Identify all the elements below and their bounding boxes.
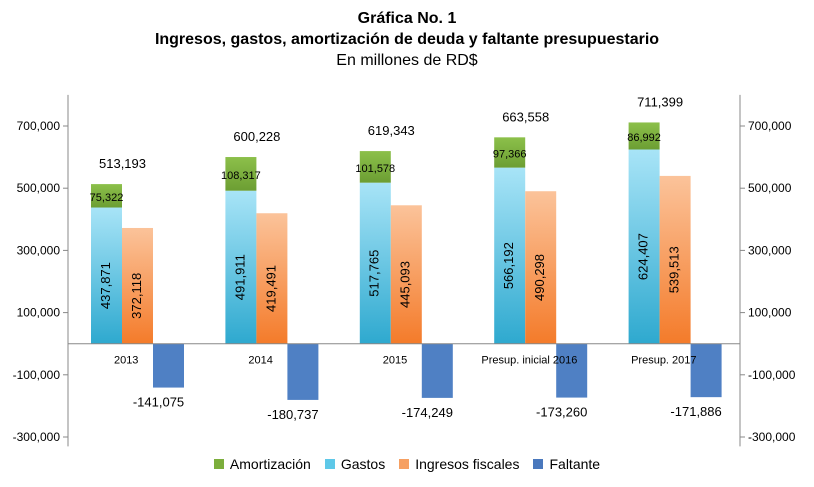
chart-units: En millones de RD$ <box>336 52 478 69</box>
y-tick-label-left: 500,000 <box>17 181 61 195</box>
y-tick-label-right: -100,000 <box>748 368 796 382</box>
ingresos-value-label: 372,118 <box>129 273 144 319</box>
bar-gastos <box>494 167 526 344</box>
legend-label: Ingresos fiscales <box>415 456 520 472</box>
bar-gastos <box>225 190 257 344</box>
y-tick-label-left: 300,000 <box>17 243 61 257</box>
gastos-value-label: 437,871 <box>98 262 113 309</box>
category-label: 2013 <box>114 355 138 367</box>
ingresos-value-label: 539,513 <box>667 246 682 293</box>
stack-total-label: 711,399 <box>637 94 683 109</box>
legend-item: Gastos <box>324 456 386 472</box>
bar-faltante <box>153 343 184 388</box>
legend: Amortización Gastos Ingresos fiscales Falta… <box>0 456 814 472</box>
legend-item: Ingresos fiscales <box>399 456 519 472</box>
y-tick-label-right: 300,000 <box>748 243 792 257</box>
bar-faltante <box>556 343 588 398</box>
gastos-value-label: 517,765 <box>367 250 382 297</box>
y-tick-label-right: 100,000 <box>748 306 792 320</box>
amortizacion-value-label: 108,317 <box>221 170 261 182</box>
faltante-value-label: -180,737 <box>267 407 318 422</box>
ingresos-value-label: 490,298 <box>532 254 547 301</box>
faltante-value-label: -141,075 <box>133 395 184 410</box>
bar-amortizacion <box>225 157 257 191</box>
bar-ingresos <box>659 175 691 344</box>
legend-item: Amortización <box>213 456 311 472</box>
bar-faltante <box>287 343 319 400</box>
bar-amortizacion <box>91 184 122 208</box>
stack-total-label: 513,193 <box>99 156 146 171</box>
legend-item: Faltante <box>533 456 600 472</box>
y-tick-label-right: -300,000 <box>748 430 796 444</box>
bar-ingresos <box>122 227 153 344</box>
stack-total-label: 663,558 <box>502 109 549 124</box>
category-label: 2014 <box>248 355 272 367</box>
bar-amortizacion <box>494 137 526 168</box>
y-tick-label-right: 500,000 <box>748 181 792 195</box>
bar-faltante <box>421 343 453 398</box>
bar-gastos <box>359 182 391 344</box>
gastos-value-label: 491,911 <box>232 254 247 300</box>
amortizacion-value-label: 101,578 <box>355 163 395 175</box>
bar-gastos <box>91 207 122 344</box>
chart-subtitle: Ingresos, gastos, amortización de deuda … <box>154 31 660 48</box>
faltante-value-label: -173,260 <box>536 405 587 420</box>
category-label: Presup. 2017 <box>631 355 696 367</box>
legend-label: Gastos <box>340 456 386 472</box>
amortizacion-value-label: 86,992 <box>627 132 661 144</box>
bar-gastos <box>628 149 660 344</box>
y-tick-label-left: 700,000 <box>17 119 61 133</box>
amortizacion-value-label: 75,322 <box>90 192 124 204</box>
ingresos-value-label: 419,491 <box>263 265 278 312</box>
y-tick-label-left: -100,000 <box>13 368 61 382</box>
stack-total-label: 600,228 <box>233 129 280 144</box>
legend-swatch <box>533 459 544 469</box>
faltante-value-label: -174,249 <box>402 405 453 420</box>
legend-swatch <box>399 459 410 469</box>
category-label: 2015 <box>383 355 407 367</box>
gastos-value-label: 566,192 <box>501 242 516 289</box>
legend-label: Faltante <box>549 456 601 472</box>
bar-ingresos <box>525 191 557 344</box>
chart-title: Gráfica No. 1 <box>357 10 457 27</box>
y-tick-label-left: -300,000 <box>13 430 61 444</box>
stack-total-label: 619,343 <box>368 123 415 138</box>
ingresos-value-label: 445,093 <box>398 261 413 308</box>
legend-swatch <box>213 459 224 469</box>
bar-faltante <box>690 343 722 398</box>
chart-title-block: Gráfica No. 1 Ingresos, gastos, amortiza… <box>0 8 814 71</box>
y-tick-label-left: 100,000 <box>17 306 61 320</box>
bar-ingresos <box>256 213 288 344</box>
y-tick-label-right: 700,000 <box>748 119 792 133</box>
bar-amortizacion <box>359 151 391 183</box>
bar-amortizacion <box>628 122 660 150</box>
bar-ingresos <box>390 205 422 344</box>
amortizacion-value-label: 97,366 <box>493 148 527 160</box>
legend-swatch <box>324 459 335 469</box>
faltante-value-label: -171,886 <box>670 404 721 419</box>
gastos-value-label: 624,407 <box>636 233 651 280</box>
legend-label: Amortización <box>229 456 311 472</box>
category-label: Presup. inicial 2016 <box>481 355 577 367</box>
